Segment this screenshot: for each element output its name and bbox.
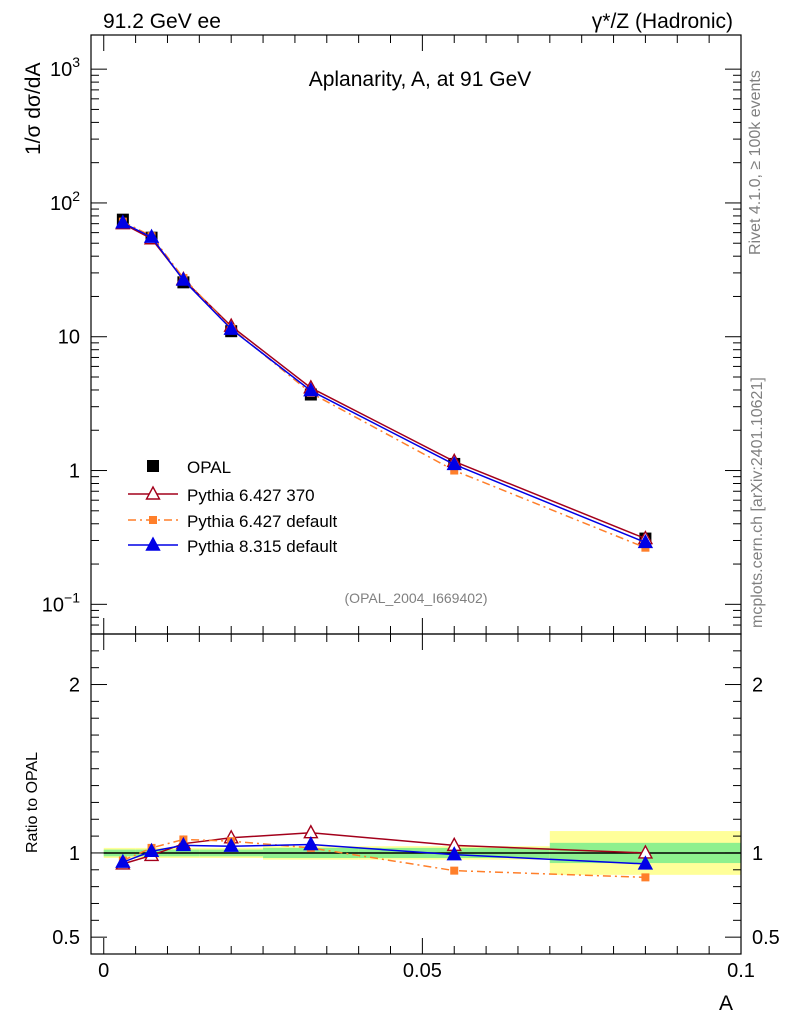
ratio-y-label: Ratio to OPAL <box>24 752 41 853</box>
data-point <box>450 466 459 475</box>
y-tick-label: 1 <box>69 461 80 483</box>
chart-title: Aplanarity, A, at 91 GeV <box>309 68 532 91</box>
ratio-y-tick-label-right: 1 <box>752 843 763 865</box>
legend-marker <box>149 516 157 524</box>
main-ticks: 10−1 1 10 102 103 <box>42 35 742 635</box>
series-pythia-8-315-default <box>115 214 654 549</box>
legend-label: OPAL <box>187 458 231 477</box>
main-series <box>115 213 654 552</box>
data-point <box>115 214 131 229</box>
ratio-point <box>641 873 650 882</box>
ratio-point <box>143 842 160 857</box>
x-tick-label: 0 <box>98 960 109 982</box>
legend-marker <box>145 536 161 551</box>
ratio-point <box>450 866 459 875</box>
analysis-tag: (OPAL_2004_I669402) <box>345 590 488 606</box>
data-point <box>446 455 462 471</box>
x-tick-label: 0.05 <box>403 960 442 982</box>
ratio-panel: Ratio to OPAL 0.5 0.5 1 1 2 2 0 0.05 0.1 A <box>24 633 780 1015</box>
header-right: γ*/Z (Hadronic) <box>592 10 733 33</box>
x-axis-label: A <box>719 992 733 1015</box>
ratio-point <box>115 853 131 868</box>
y-tick-label: 102 <box>50 188 80 215</box>
y-tick-label: 10 <box>58 327 80 349</box>
ratio-point <box>303 824 319 839</box>
legend-label: Pythia 6.427 default <box>187 512 338 531</box>
mcplots-label: mcplots.cern.ch [arXiv:2401.10621] <box>749 377 766 628</box>
ratio-point <box>446 846 462 861</box>
data-point <box>637 533 654 549</box>
x-tick-label: 0.1 <box>727 960 755 982</box>
data-point <box>175 271 192 286</box>
header-left: 91.2 GeV ee <box>103 10 221 33</box>
ratio-y-tick-label: 1 <box>69 843 80 865</box>
y-tick-label: 103 <box>50 54 80 81</box>
ratio-point <box>637 855 654 870</box>
legend: OPAL Pythia 6.427 370 Pythia 6.427 default… <box>128 458 338 556</box>
ratio-series-pythia-8-315-default <box>115 836 654 870</box>
ratio-y-tick-label: 0.5 <box>52 927 80 949</box>
y-axis-label: 1/σ dσ/dA <box>22 63 45 155</box>
ratio-ticks: 0.5 0.5 1 1 2 2 0 0.05 0.1 <box>52 633 780 982</box>
legend-label: Pythia 6.427 370 <box>187 486 315 505</box>
data-point <box>223 320 239 335</box>
y-tick-label: 10−1 <box>42 589 80 616</box>
legend-label: Pythia 8.315 default <box>187 537 338 556</box>
ratio-point <box>175 836 192 852</box>
ratio-point <box>223 837 239 852</box>
ratio-frame <box>90 633 742 955</box>
rivet-label: Rivet 4.1.0, ≥ 100k events <box>747 70 764 255</box>
main-panel: Aplanarity, A, at 91 GeV (OPAL_2004_I669… <box>22 34 742 635</box>
data-point <box>303 382 319 397</box>
legend-marker <box>145 485 161 500</box>
ratio-y-tick-label-right: 0.5 <box>752 927 780 949</box>
ratio-series <box>115 824 654 882</box>
ratio-y-tick-label-right: 2 <box>752 675 763 697</box>
ratio-y-tick-label: 2 <box>69 675 80 697</box>
legend-marker <box>147 460 159 472</box>
ratio-point <box>303 836 319 851</box>
data-point <box>143 228 160 243</box>
